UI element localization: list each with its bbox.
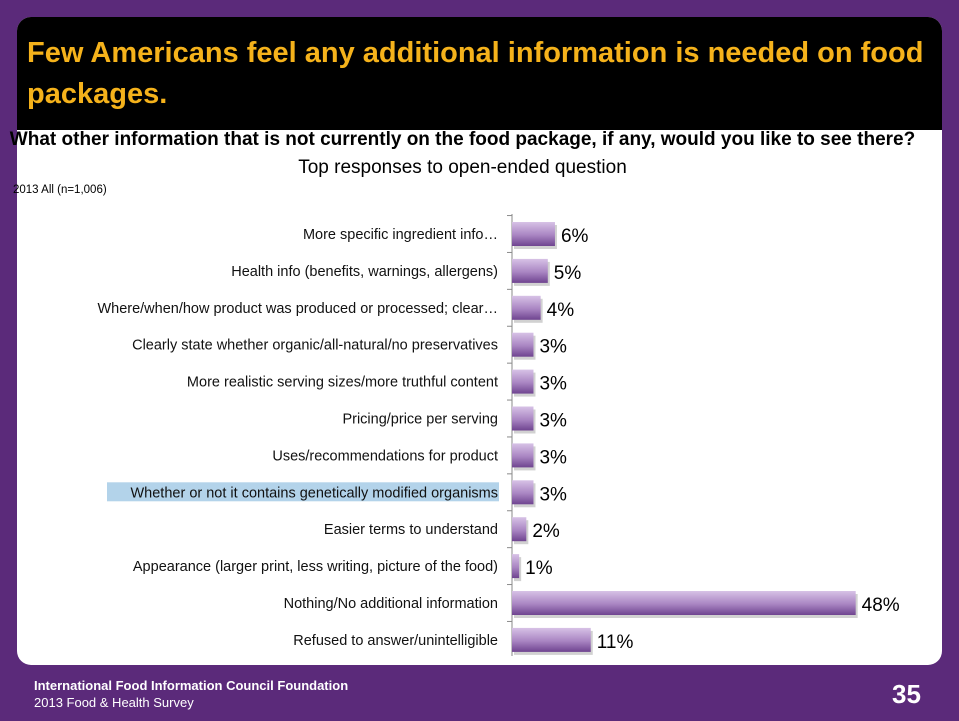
title-band: Few Americans feel any additional inform…: [17, 17, 942, 130]
value-label: 11%: [597, 632, 634, 653]
question-text: What other information that is not curre…: [9, 129, 916, 150]
base-note: 2013 All (n=1,006): [13, 184, 107, 196]
value-label: 3%: [539, 484, 567, 505]
value-label: 3%: [539, 447, 567, 468]
value-label: 48%: [862, 595, 900, 616]
bar: [512, 627, 591, 652]
category-label: Health info (benefits, warnings, allerge…: [231, 264, 498, 280]
bar: [512, 332, 534, 357]
bar: [512, 258, 548, 283]
category-label: Refused to answer/unintelligible: [293, 633, 498, 649]
category-label: Pricing/price per serving: [342, 412, 498, 428]
survey-question: What other information that is not curre…: [0, 126, 925, 182]
bar: [512, 517, 527, 542]
value-label: 3%: [539, 337, 567, 358]
bar: [512, 480, 534, 505]
bar: [512, 222, 555, 246]
value-label: 5%: [554, 263, 582, 284]
bar: [512, 406, 534, 431]
footer-survey-name: 2013 Food & Health Survey: [34, 695, 194, 710]
bar: [512, 295, 541, 320]
category-label: Appearance (larger print, less writing, …: [133, 559, 498, 575]
category-label: Whether or not it contains genetically m…: [130, 485, 498, 501]
category-label: More specific ingredient info…: [303, 227, 498, 243]
bar: [512, 554, 520, 579]
category-label: More realistic serving sizes/more truthf…: [187, 375, 498, 391]
value-label: 1%: [525, 558, 553, 579]
bar: [512, 369, 534, 394]
label-highlight: [107, 482, 499, 502]
value-label: 4%: [547, 300, 575, 321]
question-subtitle: Top responses to open-ended question: [298, 157, 627, 178]
bar: [512, 591, 856, 615]
slide-card: Few Americans feel any additional inform…: [17, 17, 942, 665]
page-number: 35: [892, 679, 921, 709]
category-label: Where/when/how product was produced or p…: [97, 301, 498, 317]
value-label: 2%: [532, 521, 560, 542]
category-label: Nothing/No additional information: [284, 596, 498, 612]
value-label: 3%: [539, 374, 567, 395]
slide-title: Few Americans feel any additional inform…: [27, 37, 924, 110]
value-label: 3%: [539, 411, 567, 432]
category-label: Clearly state whether organic/all-natura…: [132, 338, 498, 354]
category-label: Uses/recommendations for product: [272, 448, 498, 464]
category-label: Easier terms to understand: [324, 522, 498, 538]
bar: [512, 443, 534, 468]
value-label: 6%: [561, 226, 589, 247]
footer-organization: International Food Information Council F…: [34, 678, 349, 693]
